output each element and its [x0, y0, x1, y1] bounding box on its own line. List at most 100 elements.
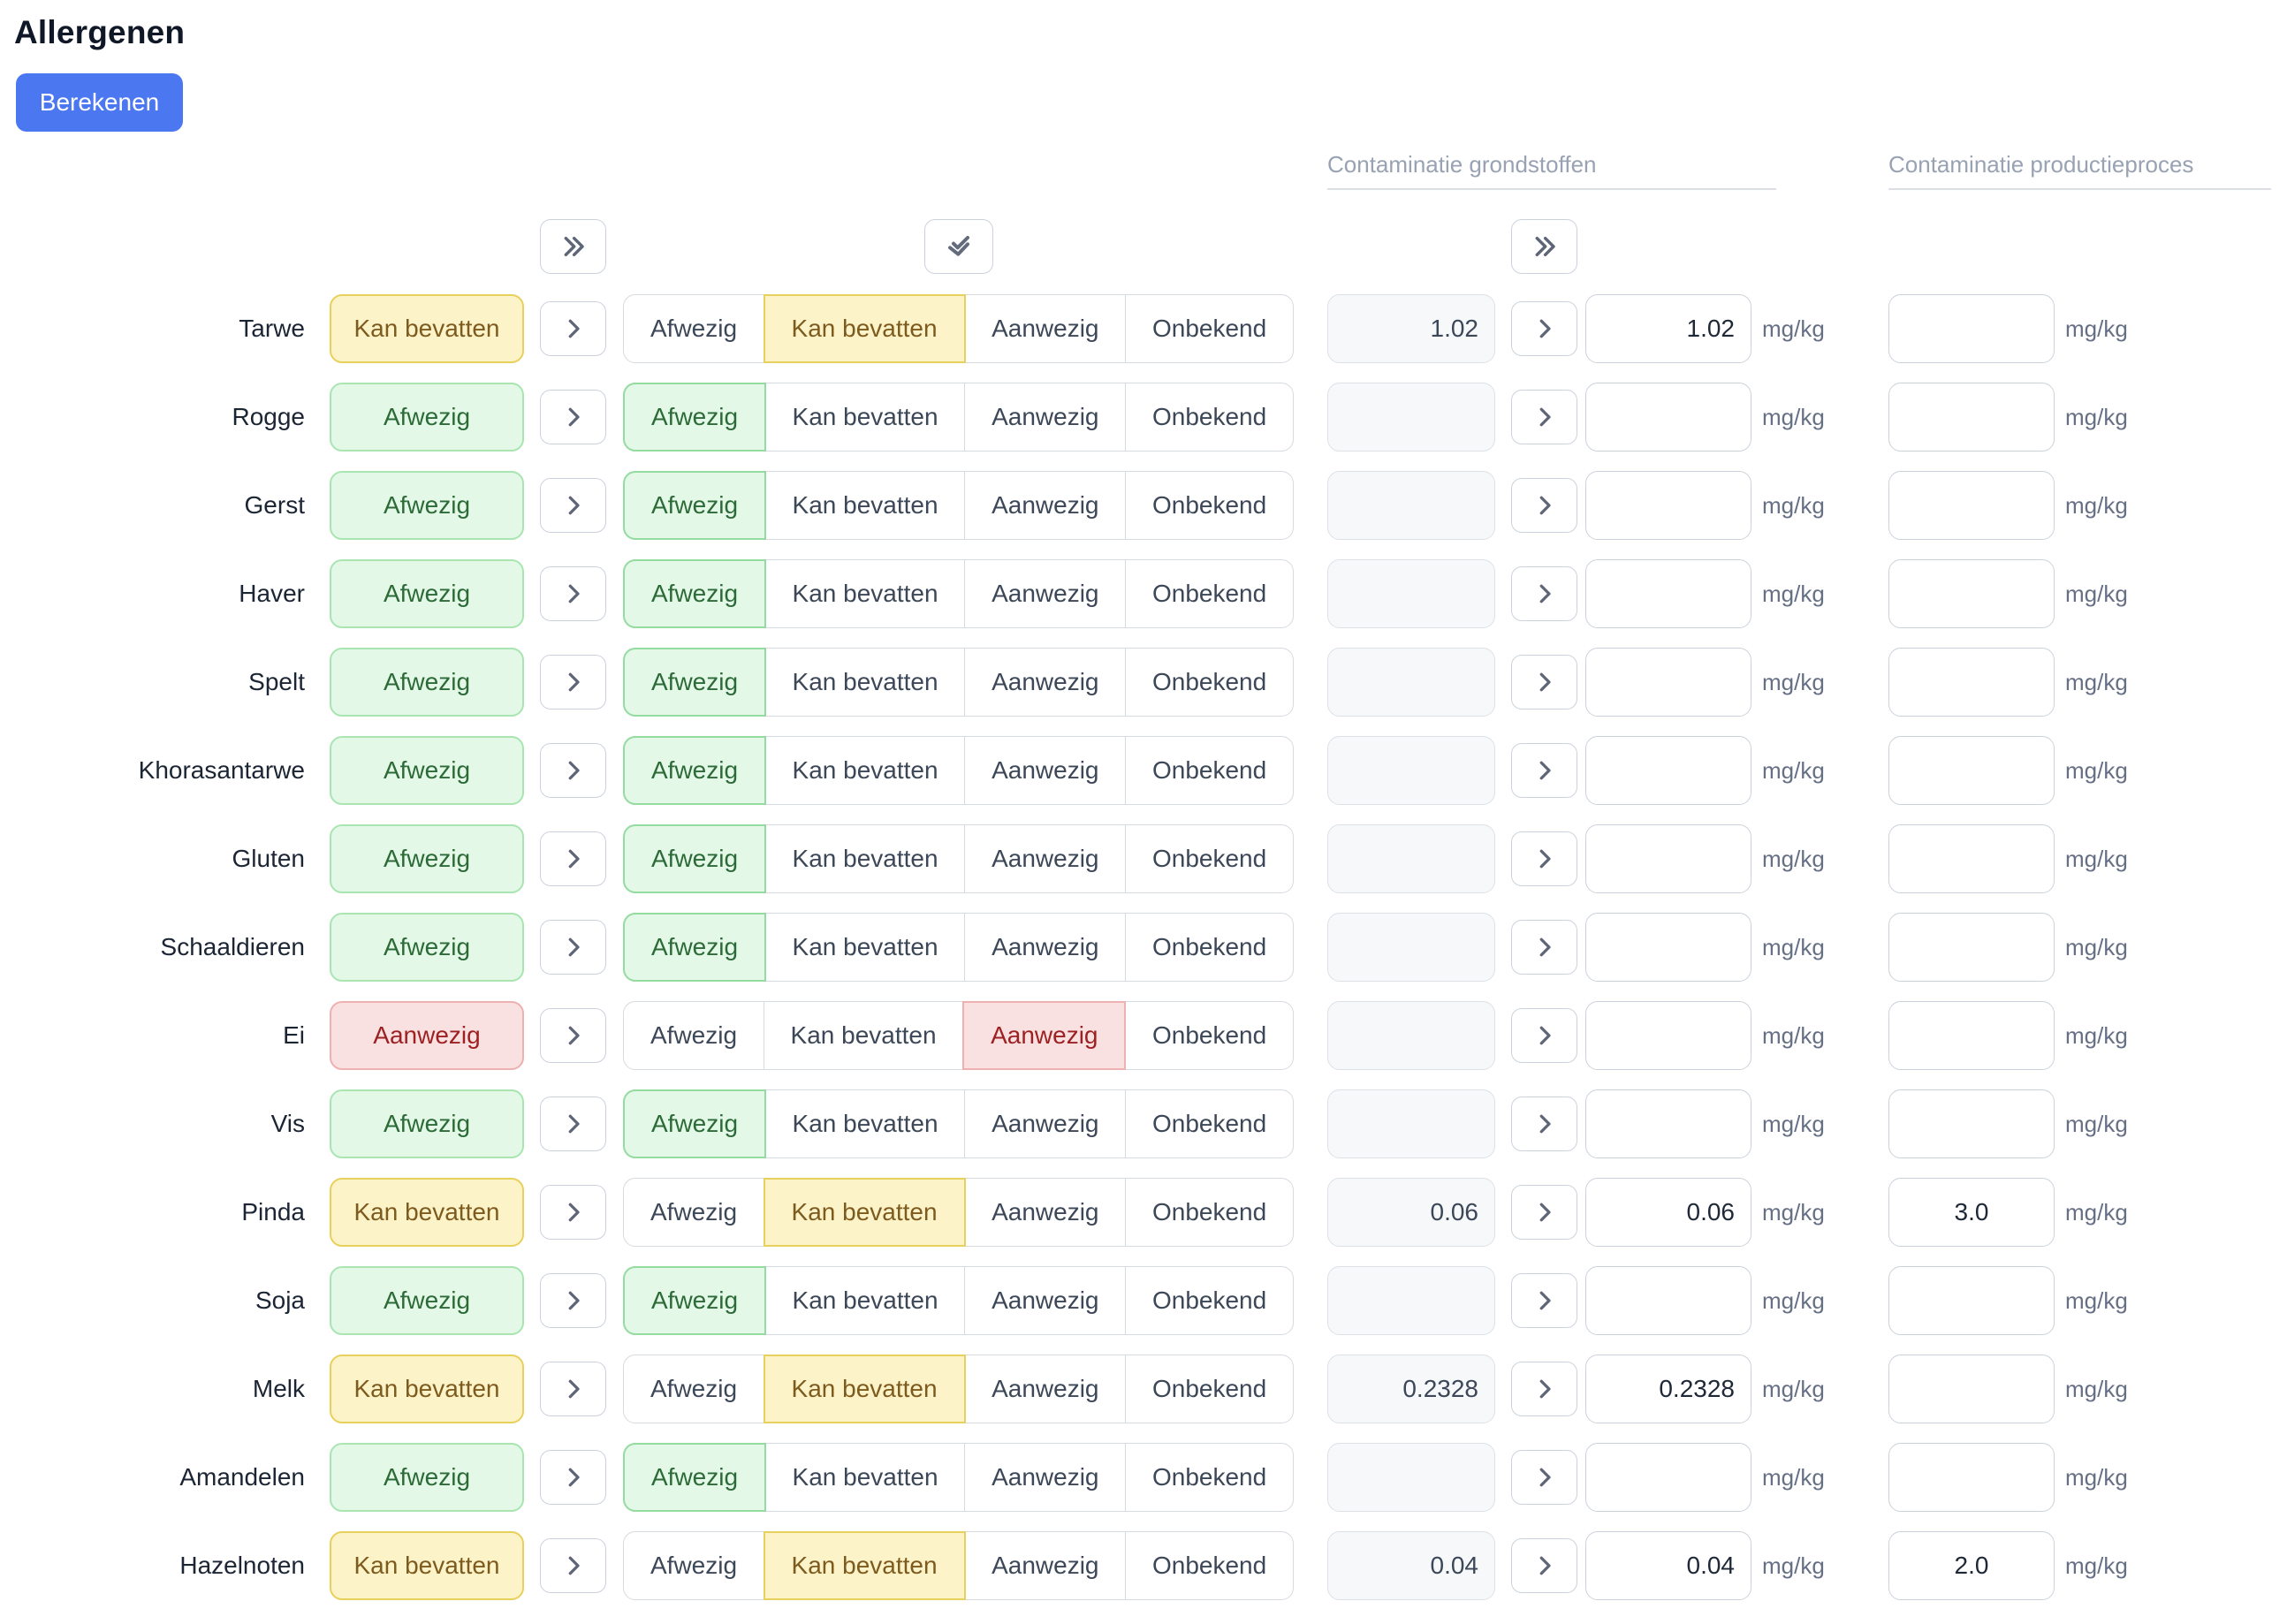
- status-option-afwezig[interactable]: Afwezig: [623, 1355, 765, 1423]
- expand-row-button[interactable]: [540, 1185, 606, 1240]
- status-option-afwezig[interactable]: Afwezig: [623, 1443, 767, 1512]
- production-contamination-input[interactable]: [1888, 736, 2055, 805]
- status-option-onbekend[interactable]: Onbekend: [1124, 1178, 1295, 1247]
- status-option-onbekend[interactable]: Onbekend: [1124, 913, 1295, 982]
- production-contamination-input[interactable]: [1888, 1531, 2055, 1600]
- copy-contamination-button[interactable]: [1511, 1185, 1577, 1240]
- raw-contamination-input[interactable]: [1585, 1089, 1751, 1158]
- status-option-onbekend[interactable]: Onbekend: [1124, 1531, 1295, 1600]
- expand-row-button[interactable]: [540, 390, 606, 444]
- status-option-aanwezig[interactable]: Aanwezig: [962, 1001, 1127, 1070]
- status-option-kan-bevatten[interactable]: Kan bevatten: [763, 1178, 966, 1247]
- raw-contamination-total[interactable]: [1327, 471, 1495, 540]
- raw-contamination-total[interactable]: [1327, 1355, 1495, 1423]
- status-option-aanwezig[interactable]: Aanwezig: [964, 1531, 1127, 1600]
- copy-contamination-button[interactable]: [1511, 831, 1577, 886]
- raw-contamination-input[interactable]: [1585, 1355, 1751, 1423]
- raw-contamination-input[interactable]: [1585, 1531, 1751, 1600]
- expand-row-button[interactable]: [540, 655, 606, 710]
- copy-contamination-button[interactable]: [1511, 566, 1577, 621]
- status-option-kan-bevatten[interactable]: Kan bevatten: [764, 1443, 966, 1512]
- status-option-kan-bevatten[interactable]: Kan bevatten: [763, 1001, 964, 1070]
- status-option-aanwezig[interactable]: Aanwezig: [964, 383, 1127, 452]
- raw-contamination-input[interactable]: [1585, 648, 1751, 717]
- raw-contamination-total[interactable]: [1327, 913, 1495, 982]
- raw-contamination-total[interactable]: [1327, 648, 1495, 717]
- production-contamination-input[interactable]: [1888, 1355, 2055, 1423]
- expand-row-button[interactable]: [540, 1450, 606, 1505]
- copy-contamination-button[interactable]: [1511, 478, 1577, 533]
- status-option-onbekend[interactable]: Onbekend: [1124, 1089, 1295, 1158]
- status-option-onbekend[interactable]: Onbekend: [1124, 1443, 1295, 1512]
- copy-contamination-button[interactable]: [1511, 743, 1577, 798]
- set-all-status-button[interactable]: [924, 219, 993, 274]
- raw-contamination-input[interactable]: [1585, 824, 1751, 893]
- raw-contamination-total[interactable]: [1327, 1089, 1495, 1158]
- status-option-kan-bevatten[interactable]: Kan bevatten: [764, 824, 966, 893]
- status-option-aanwezig[interactable]: Aanwezig: [964, 1355, 1127, 1423]
- expand-row-button[interactable]: [540, 301, 606, 356]
- production-contamination-input[interactable]: [1888, 648, 2055, 717]
- raw-contamination-input[interactable]: [1585, 471, 1751, 540]
- copy-contamination-button[interactable]: [1511, 1008, 1577, 1063]
- raw-contamination-total[interactable]: [1327, 294, 1495, 363]
- status-option-afwezig[interactable]: Afwezig: [623, 559, 767, 628]
- status-option-afwezig[interactable]: Afwezig: [623, 1266, 767, 1335]
- raw-contamination-total[interactable]: [1327, 383, 1495, 452]
- status-option-aanwezig[interactable]: Aanwezig: [964, 1178, 1127, 1247]
- status-option-kan-bevatten[interactable]: Kan bevatten: [764, 736, 966, 805]
- status-option-afwezig[interactable]: Afwezig: [623, 1089, 767, 1158]
- raw-contamination-input[interactable]: [1585, 559, 1751, 628]
- status-option-aanwezig[interactable]: Aanwezig: [964, 1266, 1127, 1335]
- status-option-kan-bevatten[interactable]: Kan bevatten: [763, 294, 966, 363]
- expand-row-button[interactable]: [540, 743, 606, 798]
- status-option-aanwezig[interactable]: Aanwezig: [964, 648, 1127, 717]
- status-option-aanwezig[interactable]: Aanwezig: [964, 471, 1127, 540]
- raw-contamination-input[interactable]: [1585, 1178, 1751, 1247]
- status-option-afwezig[interactable]: Afwezig: [623, 913, 767, 982]
- expand-row-button[interactable]: [540, 1538, 606, 1593]
- status-option-afwezig[interactable]: Afwezig: [623, 1531, 765, 1600]
- status-option-aanwezig[interactable]: Aanwezig: [964, 824, 1127, 893]
- production-contamination-input[interactable]: [1888, 383, 2055, 452]
- status-option-afwezig[interactable]: Afwezig: [623, 1178, 765, 1247]
- raw-contamination-input[interactable]: [1585, 1001, 1751, 1070]
- copy-contamination-button[interactable]: [1511, 1538, 1577, 1593]
- status-option-afwezig[interactable]: Afwezig: [623, 824, 767, 893]
- status-option-afwezig[interactable]: Afwezig: [623, 471, 767, 540]
- status-option-aanwezig[interactable]: Aanwezig: [964, 1443, 1127, 1512]
- raw-contamination-total[interactable]: [1327, 1001, 1495, 1070]
- production-contamination-input[interactable]: [1888, 471, 2055, 540]
- production-contamination-input[interactable]: [1888, 1089, 2055, 1158]
- copy-contamination-button[interactable]: [1511, 655, 1577, 710]
- status-option-afwezig[interactable]: Afwezig: [623, 1001, 765, 1070]
- production-contamination-input[interactable]: [1888, 1001, 2055, 1070]
- raw-contamination-input[interactable]: [1585, 383, 1751, 452]
- expand-all-button[interactable]: [540, 219, 606, 274]
- status-option-kan-bevatten[interactable]: Kan bevatten: [764, 1266, 966, 1335]
- copy-all-values-button[interactable]: [1511, 219, 1577, 274]
- raw-contamination-total[interactable]: [1327, 824, 1495, 893]
- expand-row-button[interactable]: [540, 1097, 606, 1151]
- status-option-onbekend[interactable]: Onbekend: [1124, 824, 1295, 893]
- status-option-aanwezig[interactable]: Aanwezig: [964, 736, 1127, 805]
- production-contamination-input[interactable]: [1888, 1443, 2055, 1512]
- copy-contamination-button[interactable]: [1511, 920, 1577, 975]
- expand-row-button[interactable]: [540, 478, 606, 533]
- status-option-aanwezig[interactable]: Aanwezig: [964, 559, 1127, 628]
- status-option-aanwezig[interactable]: Aanwezig: [964, 294, 1127, 363]
- status-option-onbekend[interactable]: Onbekend: [1124, 1001, 1295, 1070]
- raw-contamination-input[interactable]: [1585, 294, 1751, 363]
- status-option-kan-bevatten[interactable]: Kan bevatten: [764, 471, 966, 540]
- production-contamination-input[interactable]: [1888, 294, 2055, 363]
- calculate-button[interactable]: Berekenen: [16, 73, 183, 132]
- status-option-kan-bevatten[interactable]: Kan bevatten: [764, 559, 966, 628]
- raw-contamination-total[interactable]: [1327, 1266, 1495, 1335]
- status-option-onbekend[interactable]: Onbekend: [1124, 559, 1295, 628]
- raw-contamination-input[interactable]: [1585, 1443, 1751, 1512]
- status-option-kan-bevatten[interactable]: Kan bevatten: [764, 1089, 966, 1158]
- copy-contamination-button[interactable]: [1511, 1450, 1577, 1505]
- copy-contamination-button[interactable]: [1511, 1362, 1577, 1416]
- raw-contamination-total[interactable]: [1327, 1178, 1495, 1247]
- status-option-onbekend[interactable]: Onbekend: [1124, 1355, 1295, 1423]
